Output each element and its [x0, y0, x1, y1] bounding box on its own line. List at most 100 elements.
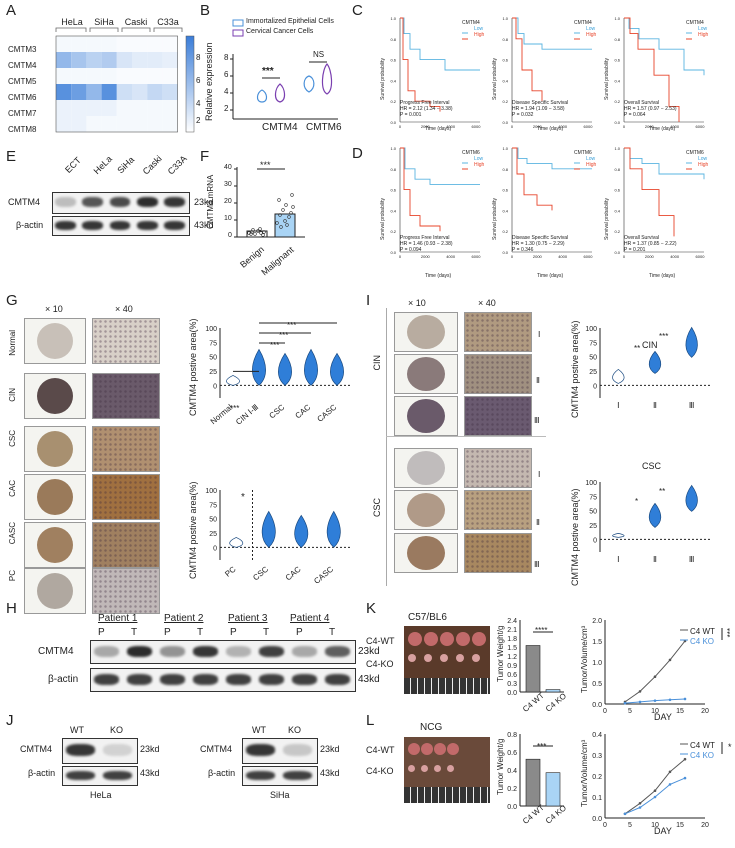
ihc-x10	[394, 312, 458, 352]
km-plot: 0 2000 4000 6000 1.0 0.8 0.6 0.4 0.2 0.0	[502, 16, 593, 129]
km-xtick: 2000	[533, 254, 543, 259]
km-legend-title: CMTM6	[574, 150, 592, 156]
heatmap-cell	[71, 116, 87, 132]
f-ytick: 30	[224, 181, 232, 188]
km-line-low	[624, 17, 705, 76]
pt-label: T	[131, 627, 138, 638]
band-actin	[126, 673, 153, 685]
ihc-x40	[464, 490, 532, 530]
heatmap-col-label: SiHa	[94, 17, 114, 27]
series-point	[683, 757, 687, 761]
pt-label: P	[230, 627, 237, 638]
tumor	[440, 632, 454, 646]
band-cmtm4	[283, 744, 312, 756]
heatmap-cell	[132, 100, 148, 116]
km-ytick: 0.4	[614, 78, 620, 83]
km-plot: 0 2000 4000 6000 1.0 0.8 0.6 0.4 0.2 0.0	[390, 146, 481, 259]
line-xtick: 5	[628, 822, 632, 829]
f-point	[279, 225, 283, 229]
blot-size: 23kd	[320, 744, 340, 754]
f-point	[256, 229, 260, 233]
km-xtick: 0	[511, 124, 514, 129]
km-xtick: 0	[399, 124, 402, 129]
patient-label: Patient 4	[290, 613, 330, 624]
heatmap-cell	[162, 100, 178, 116]
heatmap-row-label: CMTM8	[8, 125, 37, 134]
series-line	[624, 640, 686, 703]
series-point	[668, 698, 672, 702]
km-ytick: 0.4	[502, 78, 508, 83]
km-legend-high: High	[586, 32, 597, 38]
bar-ytick: 2.4	[507, 618, 517, 625]
j-lane: KO	[110, 725, 124, 735]
heatmap-col-label: Caski	[124, 17, 148, 27]
tumor	[447, 765, 455, 773]
tumor	[424, 654, 433, 663]
lane-label: SiHa	[115, 154, 137, 176]
band-actin	[192, 673, 219, 685]
band-cmtm4	[82, 197, 104, 207]
l-line-sig: *	[728, 742, 732, 752]
km-xtick: 4000	[670, 124, 680, 129]
ihc-x40	[92, 568, 160, 614]
km-ytick: 0.0	[390, 250, 396, 255]
km-xtick: 4000	[670, 254, 680, 259]
km-legend-title: CMTM4	[574, 20, 592, 26]
g-ytick: 0	[213, 383, 217, 390]
violin	[278, 352, 292, 386]
heatmap-cell	[132, 68, 148, 84]
km-plot: 0 2000 4000 6000 1.0 0.8 0.6 0.4 0.2 0.0	[390, 16, 481, 129]
km-ytick: 0.0	[502, 120, 508, 125]
g-row-label: CAC	[8, 480, 17, 497]
ihc-x10	[394, 533, 458, 573]
kl-charts: 2.4 2.1 1.8 1.5 1.2 0.9 0.6 0.3 0.0 2.0 1.5 1.0 0.5 0…	[507, 618, 723, 829]
g-sig: *	[241, 492, 245, 503]
f-point	[291, 205, 295, 209]
line-ytick: 2.0	[592, 618, 602, 625]
bar-ytick: 1.2	[507, 654, 517, 661]
g-ytick: 0	[213, 545, 217, 552]
i-sig: **	[659, 487, 666, 496]
g-row-label: CIN	[8, 388, 17, 402]
l-model: NCG	[420, 722, 443, 733]
km-xtick: 2000	[533, 124, 543, 129]
series-point	[668, 783, 672, 786]
series-point	[653, 789, 657, 792]
pt-label: P	[296, 627, 303, 638]
heatmap-cell	[147, 52, 163, 68]
j-cell: SiHa	[270, 790, 290, 800]
heatmap-cell	[71, 52, 87, 68]
line-xtick: 5	[628, 708, 632, 715]
i-divider	[386, 308, 387, 586]
km-legend-low: Low	[698, 26, 708, 32]
heatmap-cell	[101, 52, 117, 68]
ihc-x10	[24, 318, 86, 364]
tumor	[472, 654, 481, 663]
ihc-x40	[464, 312, 532, 352]
heatmap-cell	[162, 84, 178, 100]
f-point	[262, 230, 266, 234]
violin	[261, 510, 276, 548]
blot-row-label: CMTM4	[20, 744, 52, 754]
f-point	[290, 193, 294, 197]
g-mag: × 10	[45, 304, 63, 314]
k-bar-sig: ****	[535, 626, 548, 635]
ihc-x40	[92, 426, 160, 472]
km-xlabel: Time (days)	[537, 273, 564, 279]
ruler	[404, 678, 490, 694]
km-xlabel: Time (days)	[425, 126, 452, 132]
bar-ytick: 0.8	[507, 732, 517, 739]
f-point	[278, 213, 282, 217]
km-legend-title: CMTM6	[686, 150, 704, 156]
km-ytick: 0.2	[614, 229, 620, 234]
bar-ytick: 1.5	[507, 645, 517, 652]
band-cmtm4	[192, 645, 219, 657]
band-actin	[225, 673, 252, 685]
km-stats: Overall Survival HR = 1.37 (0.85 − 2.22) P…	[624, 235, 677, 253]
l-legend: C4 KO	[690, 751, 715, 760]
blot-size: 43kd	[140, 768, 160, 778]
f-point	[258, 227, 262, 231]
l-line-xlabel: DAY	[654, 826, 672, 836]
series-point	[638, 690, 642, 693]
km-ylabel: Survival probability	[492, 198, 498, 240]
